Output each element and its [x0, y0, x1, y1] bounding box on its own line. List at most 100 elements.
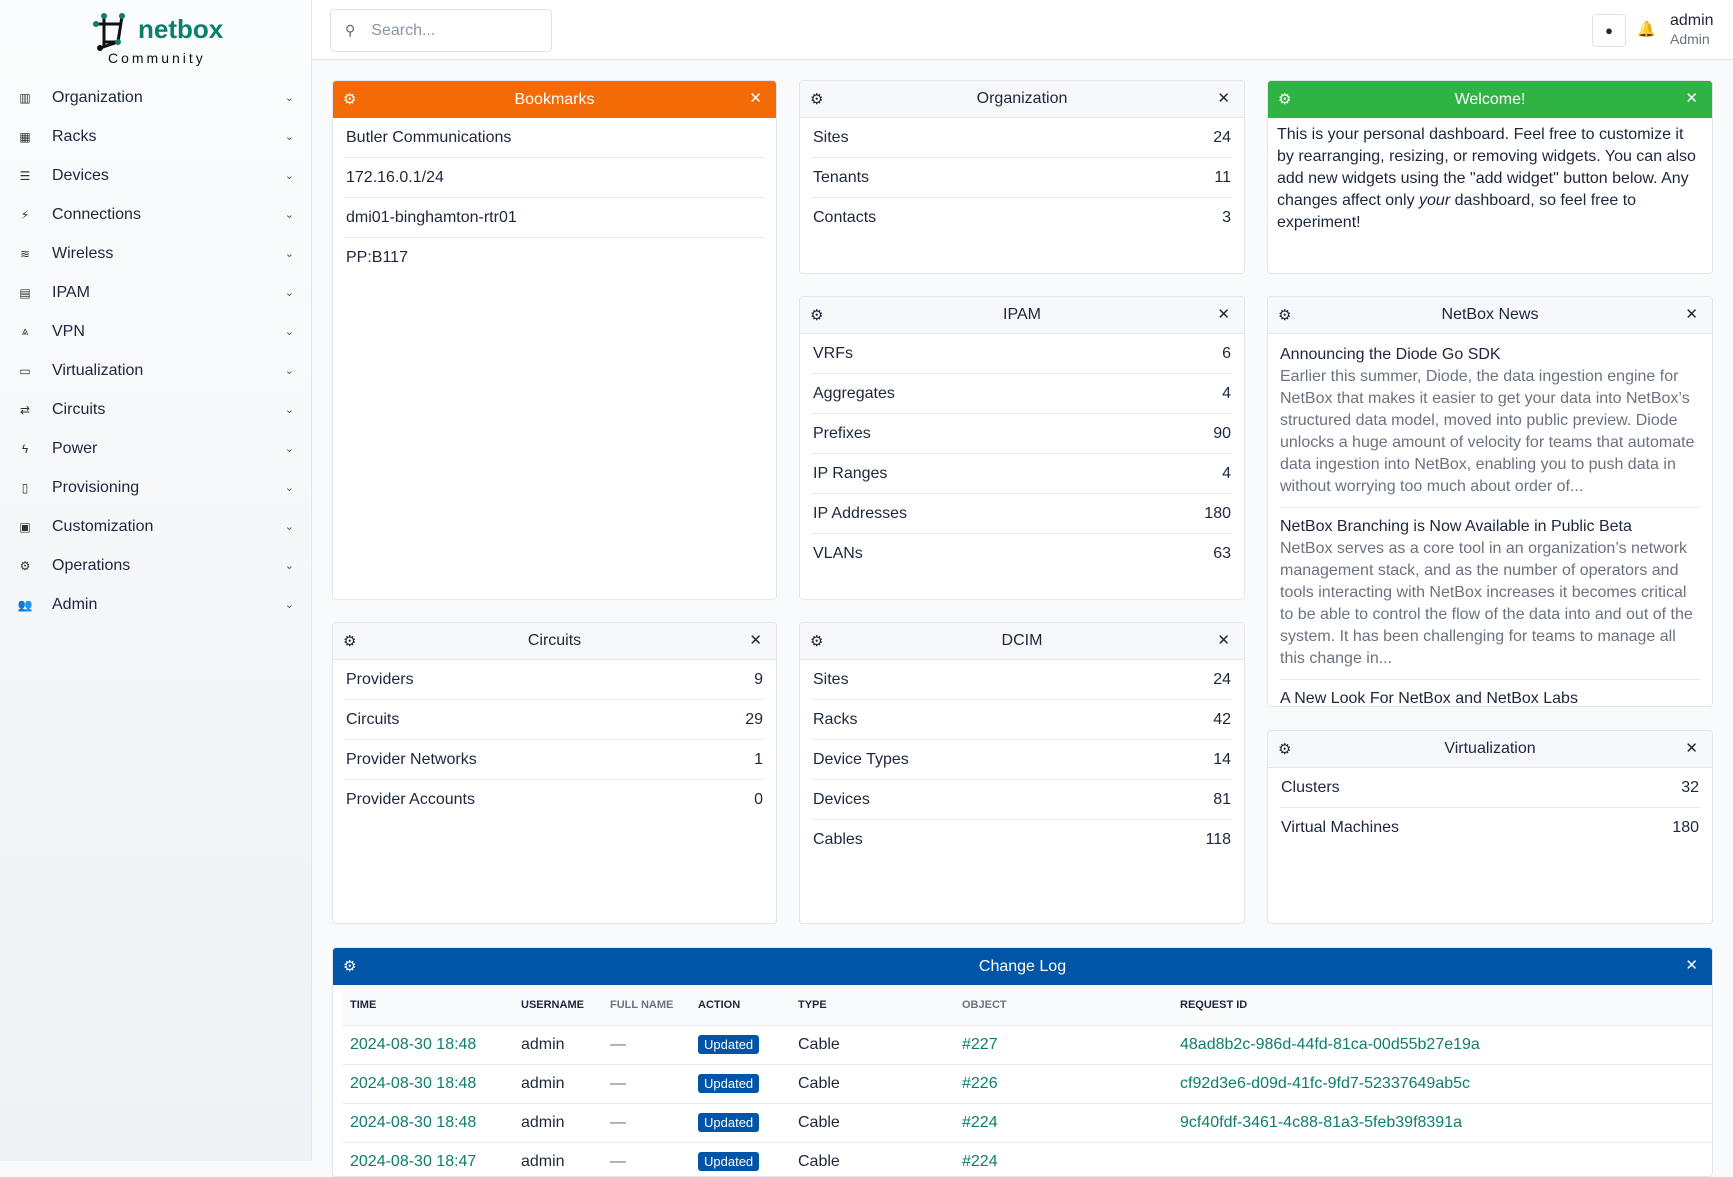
cell-link[interactable]: 2024-08-30 18:48	[350, 1113, 477, 1131]
close-icon[interactable]: ✕	[1685, 90, 1698, 107]
cell-link[interactable]: 2024-08-30 18:47	[350, 1152, 477, 1170]
stat-row[interactable]: Providers 9	[345, 660, 764, 700]
gear-icon[interactable]: ⚙	[343, 633, 357, 650]
stat-label[interactable]: Provider Accounts	[346, 791, 475, 808]
column-header[interactable]: USERNAME	[514, 985, 603, 1026]
stat-row[interactable]: Cables 118	[812, 820, 1232, 860]
news-item[interactable]: Announcing the Diode Go SDK Earlier this …	[1280, 344, 1700, 508]
stat-row[interactable]: Virtual Machines 180	[1280, 808, 1700, 848]
stat-label[interactable]: IP Ranges	[813, 464, 888, 482]
close-icon[interactable]: ✕	[749, 90, 762, 107]
gear-icon[interactable]: ⚙	[810, 307, 824, 324]
stat-row[interactable]: Racks 42	[812, 700, 1232, 740]
stat-row[interactable]: Circuits 29	[345, 700, 764, 740]
close-icon[interactable]: ✕	[1685, 957, 1698, 974]
user-menu[interactable]: admin Admin	[1670, 12, 1714, 47]
stat-row[interactable]: Devices 81	[812, 780, 1232, 820]
netbox-logo[interactable]: netbox Community	[92, 12, 232, 68]
close-icon[interactable]: ✕	[1217, 632, 1230, 649]
news-title[interactable]: Announcing the Diode Go SDK	[1280, 346, 1501, 363]
gear-icon[interactable]: ⚙	[1278, 91, 1292, 108]
stat-label[interactable]: Sites	[813, 128, 849, 146]
search-input[interactable]: ⚲ Search...	[330, 9, 552, 52]
bookmark-link[interactable]: PP:B117	[346, 249, 408, 266]
stat-row[interactable]: VRFs 6	[812, 334, 1232, 374]
cell-link[interactable]: cf92d3e6-d09d-41fc-9fd7-52337649ab5c	[1180, 1074, 1471, 1092]
sidebar-item-organization[interactable]: ▥ Organization ⌄	[0, 78, 312, 117]
stat-row[interactable]: VLANs 63	[812, 534, 1232, 574]
stat-row[interactable]: IP Addresses 180	[812, 494, 1232, 534]
stat-label[interactable]: Devices	[813, 790, 870, 808]
bookmark-link[interactable]: 172.16.0.1/24	[345, 158, 764, 198]
sidebar-item-virtualization[interactable]: ▭ Virtualization ⌄	[0, 351, 312, 390]
gear-icon[interactable]: ⚙	[1278, 741, 1292, 758]
sidebar-item-vpn[interactable]: ⩓ VPN ⌄	[0, 312, 312, 351]
cell-link[interactable]: #226	[962, 1074, 998, 1092]
stat-label[interactable]: Cables	[813, 831, 863, 848]
sidebar-item-racks[interactable]: ▦ Racks ⌄	[0, 117, 312, 156]
sidebar-item-ipam[interactable]: ▤ IPAM ⌄	[0, 273, 312, 312]
stat-row[interactable]: Clusters 32	[1280, 768, 1700, 808]
gear-icon[interactable]: ⚙	[1278, 307, 1292, 324]
stat-label[interactable]: Racks	[813, 710, 858, 728]
sidebar-item-circuits[interactable]: ⇄ Circuits ⌄	[0, 390, 312, 429]
column-header[interactable]: ACTION	[691, 985, 791, 1026]
stat-label[interactable]: Provider Networks	[346, 750, 477, 768]
stat-label[interactable]: Prefixes	[813, 424, 871, 442]
cell-link[interactable]: #227	[962, 1035, 998, 1053]
stat-label[interactable]: Providers	[346, 670, 414, 688]
close-icon[interactable]: ✕	[1685, 740, 1698, 757]
close-icon[interactable]: ✕	[749, 632, 762, 649]
stat-row[interactable]: Device Types 14	[812, 740, 1232, 780]
column-header[interactable]: TIME	[343, 985, 514, 1026]
gear-icon[interactable]: ⚙	[810, 91, 824, 108]
sidebar-item-provisioning[interactable]: ▯ Provisioning ⌄	[0, 468, 312, 507]
stat-label[interactable]: Clusters	[1281, 778, 1340, 796]
gear-icon[interactable]: ⚙	[343, 91, 357, 108]
cell-link[interactable]: 9cf40fdf-3461-4c88-81a3-5feb39f8391a	[1180, 1113, 1462, 1131]
cell-link[interactable]: 2024-08-30 18:48	[350, 1035, 477, 1053]
sidebar-item-operations[interactable]: ⚙ Operations ⌄	[0, 546, 312, 585]
cell-link[interactable]: #224	[962, 1113, 998, 1131]
stat-row[interactable]: Sites 24	[812, 118, 1232, 158]
bookmark-link[interactable]: dmi01-binghamton-rtr01	[345, 198, 764, 238]
stat-row[interactable]: IP Ranges 4	[812, 454, 1232, 494]
news-item[interactable]: NetBox Branching is Now Available in Pub…	[1280, 516, 1700, 680]
stat-label[interactable]: Contacts	[813, 209, 877, 226]
sidebar-item-connections[interactable]: ⚡ Connections ⌄	[0, 195, 312, 234]
notifications-bell-icon[interactable]: 🔔	[1637, 21, 1656, 38]
stat-label[interactable]: IP Addresses	[813, 504, 907, 522]
bookmark-link[interactable]: Butler Communications	[345, 118, 764, 158]
cell-link[interactable]: 2024-08-30 18:48	[350, 1074, 477, 1092]
news-title[interactable]: NetBox Branching is Now Available in Pub…	[1280, 518, 1632, 535]
cell-link[interactable]: #224	[962, 1152, 998, 1170]
stat-row[interactable]: Sites 24	[812, 660, 1232, 700]
sidebar-item-power[interactable]: ϟ Power ⌄	[0, 429, 312, 468]
stat-label[interactable]: Circuits	[346, 710, 400, 728]
column-header[interactable]: REQUEST ID	[1173, 985, 1712, 1026]
stat-row[interactable]: Provider Accounts 0	[345, 780, 764, 820]
stat-label[interactable]: Aggregates	[813, 384, 895, 402]
sidebar-item-wireless[interactable]: ≋ Wireless ⌄	[0, 234, 312, 273]
stat-row[interactable]: Aggregates 4	[812, 374, 1232, 414]
stat-row[interactable]: Prefixes 90	[812, 414, 1232, 454]
stat-label[interactable]: Device Types	[813, 750, 909, 768]
sidebar-item-devices[interactable]: ☰ Devices ⌄	[0, 156, 312, 195]
stat-label[interactable]: Sites	[813, 670, 849, 688]
stat-label[interactable]: VRFs	[813, 344, 853, 362]
stat-label[interactable]: Tenants	[813, 168, 870, 186]
close-icon[interactable]: ✕	[1685, 306, 1698, 323]
close-icon[interactable]: ✕	[1217, 90, 1230, 107]
cell-link[interactable]: 48ad8b2c-986d-44fd-81ca-00d55b27e19a	[1180, 1035, 1480, 1053]
stat-row[interactable]: Provider Networks 1	[345, 740, 764, 780]
close-icon[interactable]: ✕	[1217, 306, 1230, 323]
sidebar-item-customization[interactable]: ▣ Customization ⌄	[0, 507, 312, 546]
sidebar-item-admin[interactable]: 👥 Admin ⌄	[0, 585, 312, 624]
gear-icon[interactable]: ⚙	[810, 633, 824, 650]
column-header[interactable]: TYPE	[791, 985, 955, 1026]
gear-icon[interactable]: ⚙	[343, 958, 357, 975]
stat-row[interactable]: Contacts 3	[812, 198, 1232, 238]
theme-toggle-button[interactable]: ●	[1592, 14, 1626, 47]
stat-row[interactable]: Tenants 11	[812, 158, 1232, 198]
stat-label[interactable]: Virtual Machines	[1281, 819, 1399, 836]
